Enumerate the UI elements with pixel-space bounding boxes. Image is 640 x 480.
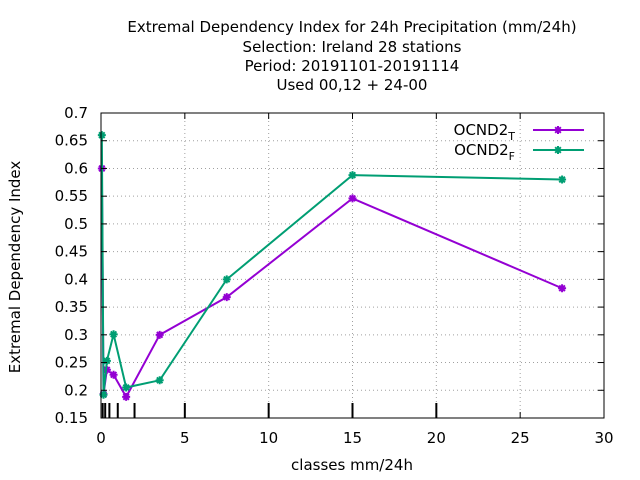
series-F (97, 131, 567, 399)
data-point (97, 131, 106, 140)
y-tick-label: 0.2 (64, 381, 88, 399)
series-T (97, 164, 567, 401)
series (97, 131, 567, 401)
data-point (222, 293, 231, 302)
data-point (558, 284, 567, 293)
y-axis-ticks: 0.15 0.2 0.25 0.3 0.35 0.4 0.45 0.5 0.55 0.6 0.65 0… (55, 104, 604, 427)
y-tick-label: 0.5 (64, 215, 88, 233)
data-point (109, 330, 118, 339)
legend-entry: OCND2F (454, 141, 584, 163)
data-point (558, 175, 567, 184)
y-tick-label: 0.15 (55, 409, 88, 427)
data-point (122, 383, 131, 392)
data-point (348, 194, 357, 203)
x-tick-label: 30 (594, 429, 613, 447)
class-markers (101, 403, 438, 418)
title-line-1: Extremal Dependency Index for 24h Precip… (127, 18, 576, 36)
legend-label: OCND2F (454, 141, 515, 163)
legend-marker (554, 126, 562, 134)
y-tick-label: 0.6 (64, 159, 88, 177)
data-point (155, 330, 164, 339)
y-tick-label: 0.4 (64, 270, 88, 288)
y-axis-label: Extremal Dependency Index (6, 161, 24, 374)
x-axis-label: classes mm/24h (291, 456, 413, 474)
x-tick-label: 25 (511, 429, 530, 447)
y-tick-label: 0.35 (55, 298, 88, 316)
x-tick-label: 10 (259, 429, 278, 447)
data-point (109, 370, 118, 379)
x-tick-label: 5 (180, 429, 190, 447)
x-tick-label: 0 (96, 429, 106, 447)
y-tick-label: 0.45 (55, 243, 88, 261)
legend-marker (554, 146, 562, 154)
legend-label: OCND2T (454, 121, 516, 143)
data-point (102, 356, 111, 365)
y-tick-label: 0.25 (55, 354, 88, 372)
data-point (222, 275, 231, 284)
data-point (122, 392, 131, 401)
data-point (348, 171, 357, 180)
x-tick-label: 15 (343, 429, 362, 447)
chart-title: Extremal Dependency Index for 24h Precip… (127, 18, 576, 94)
x-axis-ticks: 0 5 10 15 20 25 30 (96, 113, 614, 447)
data-point (99, 390, 108, 399)
legend-entry: OCND2T (454, 121, 584, 143)
series-line (100, 135, 563, 395)
title-line-3: Period: 20191101-20191114 (245, 57, 460, 75)
y-tick-label: 0.55 (55, 187, 88, 205)
y-tick-label: 0.65 (55, 132, 88, 150)
title-line-2: Selection: Ireland 28 stations (243, 38, 462, 56)
title-line-4: Used 00,12 + 24-00 (277, 76, 428, 94)
y-tick-label: 0.3 (64, 326, 88, 344)
data-point (155, 376, 164, 385)
y-tick-label: 0.7 (64, 104, 88, 122)
grid (101, 113, 604, 418)
x-tick-label: 20 (427, 429, 446, 447)
